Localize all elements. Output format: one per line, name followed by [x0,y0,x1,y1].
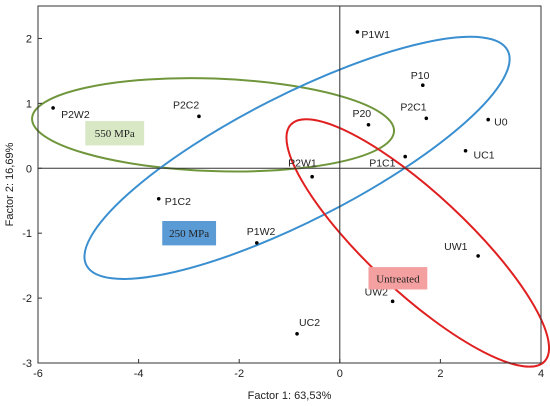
point-label-p20: P20 [352,108,371,120]
y-tick-label: 2 [26,33,32,45]
label-box-550-mpa [85,121,145,146]
data-points: P1W1 P10 P2C1 P20 U0 UC1 P1C1 P2W2 P2C2 P2W1 P1C2 P… [51,29,508,336]
zero-lines [38,6,541,363]
y-tick-label: -3 [22,358,32,370]
x-tick-label: -4 [134,368,144,380]
y-tick-label: 1 [26,98,32,110]
data-point-u0 [486,117,490,122]
y-tick-label: -1 [22,228,32,240]
point-label-p1w2: P1W2 [247,226,276,238]
label-box-untreated-text: Untreated [376,273,420,285]
y-tick-label: -2 [22,293,32,305]
label-box-250-mpa-text: 250 MPa [169,228,209,240]
point-label-p2c2: P2C2 [173,99,199,111]
point-label-uc1: UC1 [474,150,495,162]
point-label-uc2: UC2 [299,317,320,329]
point-label-p1c1: P1C1 [369,158,395,170]
y-axis-label: Factor 2: 16,69% [4,142,16,226]
data-point-p2w2 [51,106,55,110]
ellipse-550-mpa [31,77,396,173]
data-point-uw1 [476,254,480,258]
point-label-p2c1: P2C1 [400,101,426,113]
point-label-p1c2: P1C2 [165,196,191,208]
data-point-p1c1 [403,154,407,159]
ellipse-untreated [285,118,550,368]
point-label-p2w2: P2W2 [61,109,90,121]
x-axis-ticks: -6 -4 -2 0 2 4 [33,359,544,380]
group-ellipses [31,35,550,368]
data-point-p1w2 [255,241,259,245]
data-point-p10 [420,83,425,87]
data-point-p2w1 [310,174,314,179]
point-label-u0: U0 [494,117,508,129]
data-point-uw2 [390,299,395,304]
x-axis-label: Factor 1: 63,53% [248,390,332,402]
label-box-250-mpa [162,220,217,246]
x-tick-label: 2 [437,368,443,380]
y-tick-label: 0 [26,163,32,175]
point-label-uw1: UW1 [444,241,467,253]
x-tick-label: 4 [538,368,544,380]
ellipse-250-mpa [83,35,511,280]
data-point-p2c1 [424,116,429,121]
data-point-uc1 [463,148,468,153]
label-box-untreated [368,267,428,290]
x-tick-label: -6 [33,368,43,380]
group-labels: 550 MPa 250 MPa Untreated [85,121,428,290]
data-point-p1w1 [355,30,360,34]
label-box-550-mpa-text: 550 MPa [95,128,135,140]
data-point-p20 [366,122,371,127]
point-label-p1w1: P1W1 [361,29,390,41]
y-axis-ticks: -3 -2 -1 0 1 2 [22,33,42,370]
data-point-uc2 [295,331,299,336]
data-point-p1c2 [156,196,161,201]
point-label-p10: P10 [411,70,430,82]
plot-frame [37,5,542,364]
x-tick-label: 0 [337,368,343,380]
point-label-p2w1: P2W1 [288,158,317,170]
data-point-p2c2 [197,114,201,119]
x-tick-label: -2 [234,368,244,380]
